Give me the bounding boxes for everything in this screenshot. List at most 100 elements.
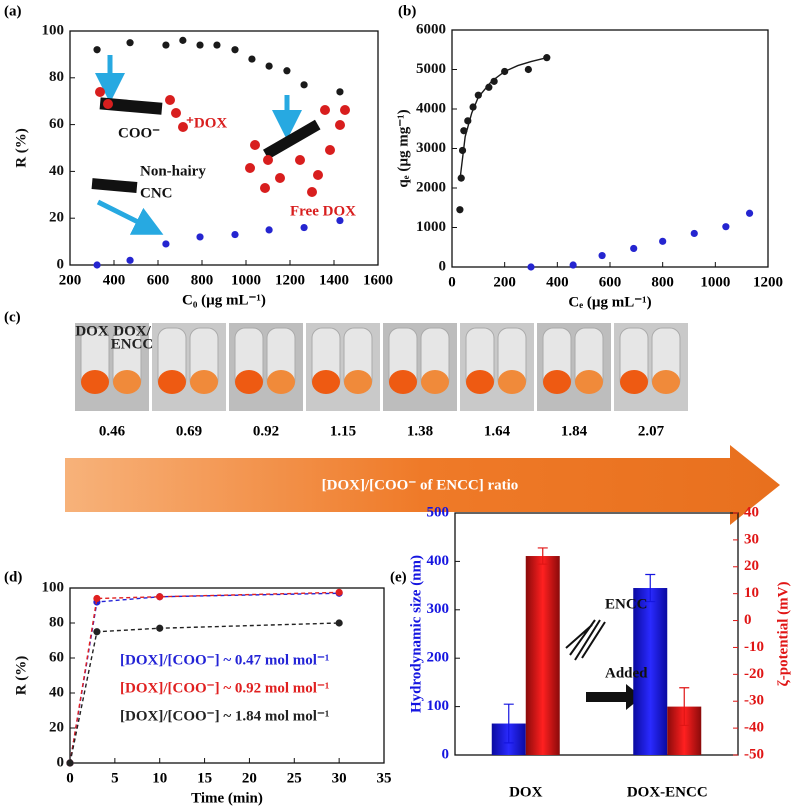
y-tick-label: 500 bbox=[427, 504, 450, 520]
legend-label: [DOX]/[COO⁻] ~ 0.92 mol mol⁻¹ bbox=[120, 680, 329, 696]
data-point bbox=[93, 628, 101, 636]
ratio-label: 2.07 bbox=[638, 423, 665, 439]
error-bar bbox=[537, 547, 548, 565]
annotation: Free DOX bbox=[290, 203, 356, 219]
data-point bbox=[126, 256, 134, 264]
error-bar bbox=[503, 703, 514, 744]
y2-tick-label: 0 bbox=[744, 612, 752, 628]
data-point bbox=[524, 65, 532, 74]
x-tick-label: 1600 bbox=[363, 272, 393, 288]
y-tick-label: 400 bbox=[427, 553, 450, 569]
legend-label: [DOX]/[COO⁻] ~ 0.47 mol mol⁻¹ bbox=[120, 652, 329, 668]
tube-liquid bbox=[421, 370, 449, 394]
panel-label: (b) bbox=[398, 3, 416, 19]
panel-label: (a) bbox=[4, 3, 22, 19]
data-point bbox=[265, 62, 273, 70]
series-line bbox=[69, 591, 340, 764]
tube-liquid bbox=[113, 370, 141, 394]
tube-liquid bbox=[312, 370, 340, 394]
y-axis-label: R (%) bbox=[13, 656, 29, 696]
series-line bbox=[459, 56, 547, 181]
annotation: Non-hairy bbox=[140, 163, 206, 179]
data-point bbox=[722, 223, 730, 231]
data-point bbox=[156, 593, 164, 601]
data-point bbox=[335, 619, 343, 627]
schematic-a bbox=[91, 55, 350, 235]
data-point bbox=[659, 237, 667, 245]
x-axis-label: C₀ (µg mL⁻¹) bbox=[182, 292, 266, 308]
x-tick-label: 200 bbox=[59, 272, 82, 288]
data-point bbox=[300, 223, 308, 232]
y-tick-label: 0 bbox=[439, 258, 447, 274]
data-point bbox=[300, 81, 308, 89]
y-tick-label: 3000 bbox=[416, 140, 446, 156]
bar bbox=[633, 588, 668, 755]
tube-liquid bbox=[235, 370, 263, 394]
data-point bbox=[630, 244, 638, 253]
y2-tick-label: 20 bbox=[744, 558, 759, 574]
ratio-label: 1.15 bbox=[330, 423, 356, 439]
data-point bbox=[93, 46, 101, 54]
data-point bbox=[336, 216, 344, 225]
x-tick-label: 1000 bbox=[700, 274, 730, 290]
plot-frame bbox=[454, 512, 739, 756]
x-tick-label: 1200 bbox=[275, 272, 305, 288]
x-tick-label: 1000 bbox=[231, 272, 261, 288]
plot-frame bbox=[451, 29, 769, 268]
x-tick-label: 600 bbox=[599, 274, 622, 290]
y-tick-label: 40 bbox=[49, 163, 64, 179]
tube-liquid bbox=[466, 370, 494, 394]
tube-liquid bbox=[652, 370, 680, 394]
x-tick-label: 800 bbox=[191, 272, 214, 288]
data-point bbox=[196, 41, 204, 49]
data-point bbox=[162, 240, 170, 248]
error-bar bbox=[679, 687, 690, 727]
tube-liquid bbox=[158, 370, 186, 394]
data-point bbox=[231, 230, 239, 239]
x-tick-label: 400 bbox=[103, 272, 126, 288]
plot-frame bbox=[69, 587, 385, 764]
x-tick-label: 20 bbox=[242, 770, 257, 786]
x-tick-label: 15 bbox=[197, 770, 212, 786]
y-tick-label: 0 bbox=[57, 754, 65, 770]
ratio-arrow bbox=[65, 445, 780, 525]
y-tick-label: 20 bbox=[49, 719, 64, 735]
error-bar bbox=[645, 573, 656, 603]
series-line bbox=[69, 592, 340, 764]
data-point bbox=[745, 209, 754, 217]
x-tick-label: 0 bbox=[66, 770, 74, 786]
data-point bbox=[690, 229, 698, 238]
y2-tick-label: -50 bbox=[744, 746, 764, 762]
schematic-e bbox=[565, 619, 642, 710]
data-point bbox=[126, 39, 134, 47]
x-axis-label: Time (min) bbox=[191, 790, 263, 806]
annotation: Added bbox=[605, 665, 648, 681]
x-tick-label: DOX bbox=[509, 784, 543, 800]
series-line bbox=[69, 622, 340, 764]
data-point bbox=[162, 41, 170, 49]
photo-label: DOX/ bbox=[113, 323, 151, 339]
y-tick-label: 20 bbox=[49, 210, 64, 226]
x-tick-label: 600 bbox=[147, 272, 170, 288]
arrow-label: [DOX]/[COO⁻ of ENCC] ratio bbox=[322, 477, 519, 493]
tube-liquid bbox=[344, 370, 372, 394]
y-tick-label: 200 bbox=[427, 650, 450, 666]
tube-liquid bbox=[620, 370, 648, 394]
data-point bbox=[179, 36, 187, 44]
photo-label: DOX bbox=[75, 323, 109, 339]
y-tick-label: 60 bbox=[49, 116, 64, 132]
photo-label: ENCC bbox=[111, 336, 154, 352]
y-axis-label: qₑ (µg mg⁻¹) bbox=[395, 109, 411, 187]
data-point bbox=[231, 46, 239, 54]
y-tick-label: 80 bbox=[49, 69, 64, 85]
data-point bbox=[213, 41, 221, 49]
x-tick-label: 1200 bbox=[753, 274, 783, 290]
data-point bbox=[196, 233, 204, 241]
x-tick-label: 0 bbox=[448, 274, 456, 290]
x-tick-label: 25 bbox=[287, 770, 302, 786]
y-tick-label: 100 bbox=[42, 22, 65, 38]
data-point bbox=[156, 624, 164, 632]
annotation: ENCC bbox=[605, 596, 648, 612]
x-tick-label: 35 bbox=[377, 770, 392, 786]
